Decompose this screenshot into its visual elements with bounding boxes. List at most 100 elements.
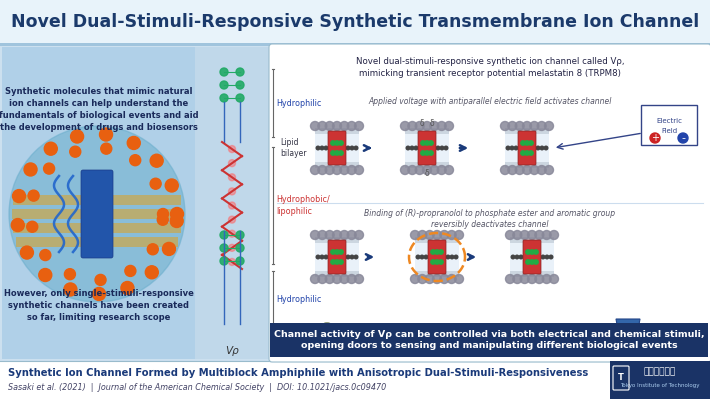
Circle shape	[513, 275, 522, 284]
FancyBboxPatch shape	[405, 162, 449, 168]
Circle shape	[165, 179, 178, 192]
Circle shape	[95, 275, 106, 285]
Circle shape	[545, 255, 549, 259]
Circle shape	[24, 163, 37, 176]
Circle shape	[511, 255, 515, 259]
FancyBboxPatch shape	[328, 131, 346, 165]
Circle shape	[410, 231, 420, 239]
Circle shape	[440, 146, 444, 150]
FancyBboxPatch shape	[315, 237, 359, 243]
Circle shape	[545, 166, 554, 174]
Circle shape	[310, 122, 320, 130]
Circle shape	[430, 166, 439, 174]
Circle shape	[454, 231, 464, 239]
Circle shape	[429, 141, 433, 145]
Circle shape	[318, 122, 327, 130]
FancyBboxPatch shape	[418, 131, 436, 165]
Text: T: T	[618, 373, 624, 383]
Circle shape	[236, 257, 244, 265]
Circle shape	[454, 275, 464, 284]
FancyBboxPatch shape	[11, 209, 182, 219]
Circle shape	[121, 281, 134, 294]
Circle shape	[422, 122, 432, 130]
Text: Vρ: Vρ	[225, 346, 239, 356]
Circle shape	[229, 188, 236, 195]
Circle shape	[44, 142, 58, 155]
Circle shape	[151, 154, 163, 167]
Circle shape	[410, 146, 414, 150]
Circle shape	[508, 122, 517, 130]
Circle shape	[435, 260, 439, 264]
Circle shape	[65, 269, 75, 280]
FancyBboxPatch shape	[81, 170, 113, 258]
FancyBboxPatch shape	[523, 240, 541, 274]
Circle shape	[425, 151, 430, 155]
FancyBboxPatch shape	[641, 105, 697, 145]
FancyBboxPatch shape	[510, 271, 554, 277]
Circle shape	[537, 122, 546, 130]
Circle shape	[325, 231, 334, 239]
FancyBboxPatch shape	[315, 128, 359, 134]
Text: Tokyo Institute of Technology: Tokyo Institute of Technology	[621, 383, 700, 389]
Circle shape	[125, 265, 136, 277]
Circle shape	[420, 255, 424, 259]
Circle shape	[354, 166, 364, 174]
Circle shape	[229, 216, 236, 223]
Circle shape	[11, 219, 24, 231]
Circle shape	[520, 231, 529, 239]
Circle shape	[542, 231, 551, 239]
Text: +: +	[651, 133, 659, 143]
Circle shape	[510, 146, 514, 150]
Circle shape	[331, 250, 335, 254]
Circle shape	[28, 190, 39, 201]
Circle shape	[324, 146, 328, 150]
FancyBboxPatch shape	[510, 237, 554, 243]
Circle shape	[535, 275, 544, 284]
Circle shape	[416, 255, 420, 259]
Circle shape	[530, 250, 534, 254]
Text: However, only single-stimuli-responsive
synthetic channels have been created
so : However, only single-stimuli-responsive …	[4, 289, 193, 322]
Text: Novel Dual-Stimuli-Responsive Synthetic Transmembrane Ion Channel: Novel Dual-Stimuli-Responsive Synthetic …	[11, 13, 699, 31]
Circle shape	[513, 231, 522, 239]
Circle shape	[229, 160, 236, 167]
Circle shape	[354, 122, 364, 130]
Circle shape	[542, 275, 551, 284]
Circle shape	[528, 275, 537, 284]
Text: -: -	[681, 133, 685, 143]
Circle shape	[220, 257, 228, 265]
Circle shape	[436, 146, 439, 150]
Circle shape	[236, 81, 244, 89]
Circle shape	[220, 244, 228, 252]
Circle shape	[424, 255, 428, 259]
Circle shape	[421, 151, 425, 155]
Circle shape	[335, 250, 339, 254]
FancyBboxPatch shape	[415, 243, 459, 271]
Circle shape	[158, 209, 168, 219]
Circle shape	[229, 146, 236, 152]
Circle shape	[236, 68, 244, 76]
Circle shape	[229, 202, 236, 209]
Circle shape	[310, 275, 320, 284]
FancyBboxPatch shape	[0, 43, 710, 46]
FancyBboxPatch shape	[16, 237, 178, 247]
Circle shape	[354, 255, 358, 259]
FancyBboxPatch shape	[510, 243, 554, 271]
Circle shape	[347, 275, 356, 284]
Circle shape	[310, 231, 320, 239]
Circle shape	[523, 122, 532, 130]
Circle shape	[534, 260, 538, 264]
Circle shape	[425, 275, 435, 284]
Circle shape	[350, 255, 354, 259]
Circle shape	[220, 231, 228, 239]
Circle shape	[9, 126, 185, 302]
Circle shape	[170, 215, 183, 227]
Text: (R)-Propranolol: (R)-Propranolol	[306, 348, 358, 354]
FancyBboxPatch shape	[428, 240, 446, 274]
Text: δ: δ	[430, 119, 435, 128]
Circle shape	[92, 287, 106, 300]
Circle shape	[410, 275, 420, 284]
Circle shape	[229, 259, 236, 265]
Text: Sasaki et al. (2021)  |  Journal of the American Chemical Society  |  DOI: 10.10: Sasaki et al. (2021) | Journal of the Am…	[8, 383, 386, 391]
FancyBboxPatch shape	[269, 44, 710, 362]
Circle shape	[340, 231, 349, 239]
